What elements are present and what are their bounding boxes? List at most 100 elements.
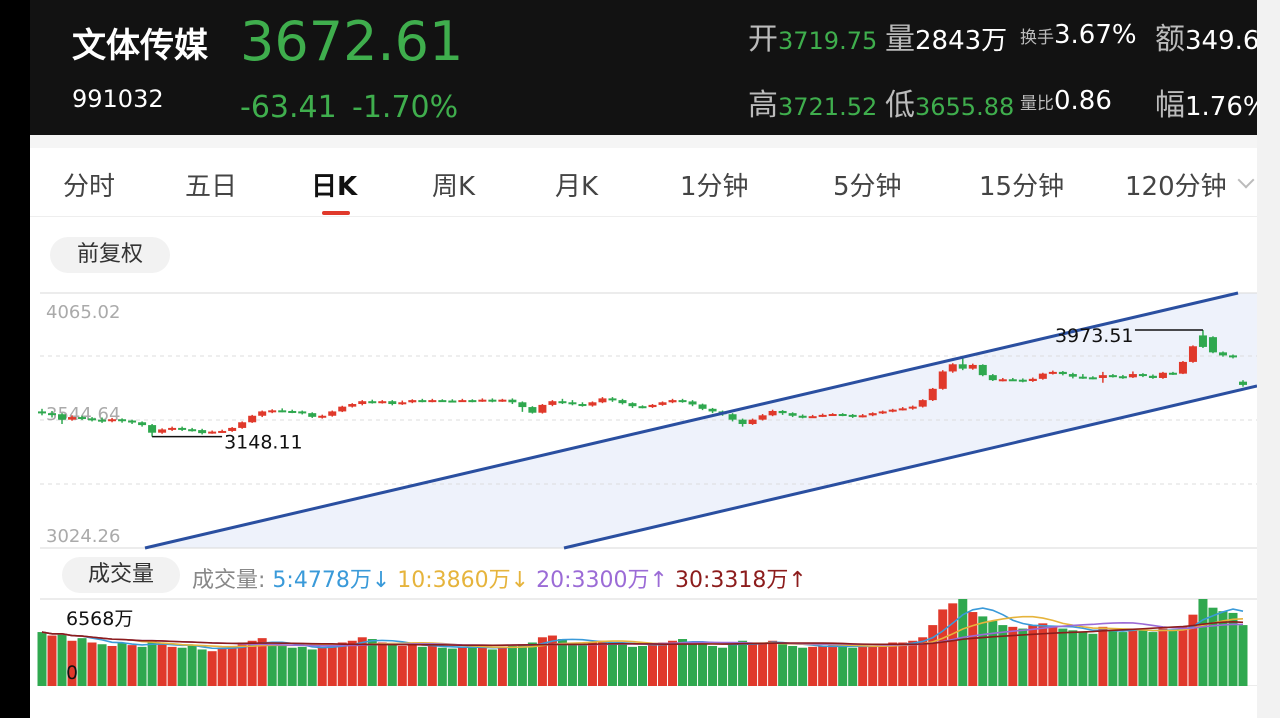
candle-up: [1098, 375, 1107, 378]
candle-down: [1018, 379, 1027, 382]
price-change-pct: -1.70%: [352, 90, 459, 125]
price-axis-bottom: 3024.26: [46, 526, 120, 547]
volume-bar: [748, 644, 758, 686]
volume-bar: [778, 644, 788, 686]
candle-down: [628, 403, 637, 407]
candle-up: [648, 404, 657, 408]
candle-up: [218, 430, 227, 433]
volume-indicator-button[interactable]: 成交量: [62, 557, 180, 593]
period-tabs: 分时 五日 日K 周K 月K 1分钟 5分钟 15分钟 120分钟: [30, 148, 1257, 217]
candle-up: [1178, 361, 1187, 374]
volume-bar: [788, 645, 798, 686]
candle-up: [538, 404, 547, 413]
volume-bar: [437, 647, 447, 686]
volume-bar: [768, 640, 778, 686]
volume-bar: [938, 609, 948, 686]
volume-bar: [97, 644, 107, 686]
volume-bar: [928, 625, 938, 686]
volume-bar: [658, 642, 668, 686]
tab-15min[interactable]: 15分钟: [979, 172, 1065, 202]
volume-bar: [277, 645, 287, 686]
candle-up: [548, 401, 557, 405]
volume-bar: [567, 642, 577, 686]
volume-bar: [557, 639, 567, 686]
volume-bar: [818, 645, 828, 686]
tab-intraday[interactable]: 分时: [63, 172, 116, 202]
candle-down: [98, 419, 107, 422]
volume-bar: [718, 647, 728, 686]
tab-weekly-k[interactable]: 周K: [432, 172, 476, 202]
volume-bar: [577, 644, 587, 686]
candle-up: [918, 400, 927, 407]
candle-up: [938, 371, 947, 389]
candle-down: [118, 419, 127, 422]
candle-down: [448, 400, 457, 403]
volume-bar: [708, 645, 718, 686]
price-axis-top: 4065.02: [46, 302, 120, 323]
volume-bar: [988, 620, 998, 686]
tab-monthly-k[interactable]: 月K: [555, 172, 599, 202]
volume-zero-label: 0: [66, 662, 78, 684]
volume-bar: [287, 647, 297, 686]
tab-1min[interactable]: 1分钟: [680, 172, 749, 202]
volume-bar: [487, 649, 497, 686]
divider: [30, 135, 1257, 148]
adjust-mode-button[interactable]: 前复权: [50, 237, 170, 273]
candle-up: [168, 427, 177, 430]
volume-bar: [1188, 614, 1198, 686]
volume-bar: [177, 647, 187, 686]
tab-daily-k[interactable]: 日K: [311, 172, 358, 202]
ma30-value: 30:3318万↑: [674, 568, 807, 593]
volume-bar: [1158, 628, 1168, 686]
volume-bar: [507, 645, 517, 686]
volume-bar: [808, 646, 818, 686]
volume-bar: [868, 645, 878, 686]
volume-bar: [678, 639, 688, 686]
channel-lower-line: [563, 384, 1257, 550]
volume-bar: [597, 640, 607, 686]
candle-up: [228, 427, 237, 431]
volume-bar: [377, 642, 387, 686]
candle-up: [878, 411, 887, 414]
candle-down: [298, 411, 307, 414]
candle-up: [318, 415, 327, 418]
volume-bar: [347, 640, 357, 686]
volume-bar: [968, 612, 978, 686]
candle-down: [418, 400, 427, 403]
candle-down: [568, 402, 577, 405]
candle-up: [588, 402, 597, 406]
stat-volume-ratio: 量比0.86: [1020, 86, 1112, 116]
volume-bar: [978, 616, 988, 686]
tab-5min[interactable]: 5分钟: [833, 172, 902, 202]
candle-up: [808, 416, 817, 419]
candle-down: [558, 401, 567, 404]
candle-up: [658, 402, 667, 405]
candle-up: [348, 404, 357, 407]
candle-up: [768, 410, 777, 416]
volume-bar: [1138, 630, 1148, 686]
tab-120min[interactable]: 120分钟: [1125, 172, 1227, 202]
volume-bar: [307, 649, 317, 686]
volume-bar: [627, 646, 637, 686]
candle-up: [458, 400, 467, 403]
volume-bar: [297, 646, 307, 686]
tab-five-day[interactable]: 五日: [185, 172, 238, 202]
volume-bar: [467, 645, 477, 686]
candle-down: [618, 400, 627, 404]
candle-down: [578, 404, 587, 407]
volume-bar: [237, 642, 247, 686]
volume-bar: [738, 640, 748, 686]
candle-up: [258, 411, 267, 416]
volume-bar: [217, 647, 227, 686]
volume-bar: [607, 642, 617, 686]
candle-down: [48, 413, 57, 416]
candle-up: [478, 399, 487, 402]
candle-up: [668, 400, 677, 403]
volume-bar: [57, 633, 67, 686]
volume-bar: [407, 645, 417, 686]
candle-down: [1108, 375, 1117, 378]
candle-down: [1068, 374, 1077, 377]
stat-open: 开3719.75: [748, 22, 878, 57]
candle-down: [438, 400, 447, 403]
candle-down: [388, 401, 397, 405]
